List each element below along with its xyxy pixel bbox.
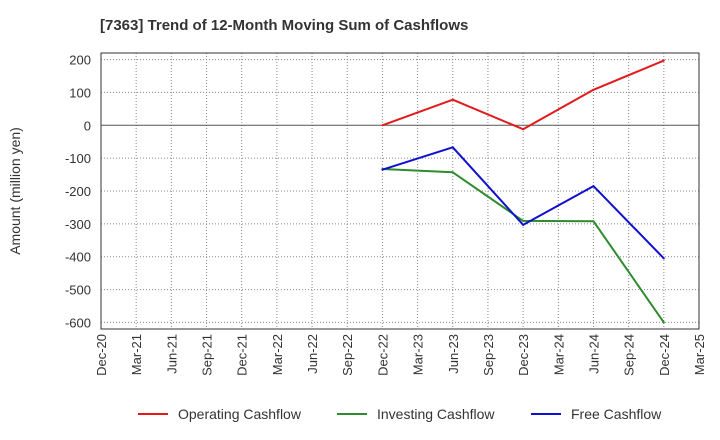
x-tick-label: Mar-22 — [270, 334, 285, 375]
chart-title: [7363] Trend of 12-Month Moving Sum of C… — [100, 17, 468, 34]
y-tick-label: -600 — [65, 315, 91, 330]
series-line — [382, 59, 665, 131]
data-point — [662, 257, 665, 260]
x-tick-label: Sep-21 — [200, 334, 215, 376]
x-tick-label: Jun-24 — [586, 334, 601, 374]
x-tick-label: Mar-21 — [129, 334, 144, 375]
x-tick-label: Dec-23 — [516, 334, 531, 376]
y-tick-label: -100 — [65, 151, 91, 166]
y-tick-label: 200 — [69, 53, 91, 68]
series-line — [382, 146, 665, 260]
y-tick-label: 0 — [84, 118, 91, 133]
y-tick-label: 100 — [69, 85, 91, 100]
x-tick-label: Mar-23 — [411, 334, 426, 375]
x-tick-label: Mar-25 — [692, 334, 707, 375]
data-point — [451, 171, 454, 174]
x-tick-label: Sep-22 — [340, 334, 355, 376]
y-tick-label: -400 — [65, 250, 91, 265]
x-tick-label: Dec-20 — [94, 334, 109, 376]
x-tick-label: Jun-21 — [164, 334, 179, 374]
x-tick-label: Dec-21 — [235, 334, 250, 376]
data-point — [592, 220, 595, 223]
x-tick-label: Dec-22 — [375, 334, 390, 376]
data-point — [451, 146, 454, 149]
data-point — [451, 98, 454, 101]
data-point — [381, 168, 384, 171]
x-tick-label: Jun-22 — [305, 334, 320, 374]
x-tick-label: Sep-23 — [481, 334, 496, 376]
x-tick-label: Sep-24 — [622, 334, 637, 376]
y-tick-label: -200 — [65, 184, 91, 199]
y-tick-labels: 200 100 0 -100 -200 -300 -400 -500 -600 — [65, 53, 91, 331]
legend-label: Operating Cashflow — [178, 406, 302, 422]
grid — [101, 53, 699, 329]
x-tick-labels: Dec-20 Mar-21 Jun-21 Sep-21 Dec-21 Mar-22 Jun-… — [94, 334, 707, 376]
data-point — [662, 321, 665, 324]
data-point — [522, 219, 525, 222]
legend-label: Free Cashflow — [571, 406, 662, 422]
y-axis-label: Amount (million yen) — [7, 127, 23, 255]
x-tick-label: Mar-24 — [551, 334, 566, 375]
data-point — [381, 124, 384, 127]
plot-area — [100, 52, 700, 330]
legend: Operating Cashflow Investing Cashflow Free… — [138, 406, 662, 422]
x-tick-label: Dec-24 — [657, 334, 672, 376]
legend-label: Investing Cashflow — [377, 406, 495, 422]
data-point — [522, 128, 525, 131]
data-point — [592, 88, 595, 91]
series-lines — [381, 59, 665, 324]
x-tick-label: Jun-23 — [446, 334, 461, 374]
y-tick-label: -300 — [65, 217, 91, 232]
data-point — [522, 223, 525, 226]
y-tick-label: -500 — [65, 283, 91, 298]
data-point — [592, 185, 595, 188]
data-point — [662, 59, 665, 62]
